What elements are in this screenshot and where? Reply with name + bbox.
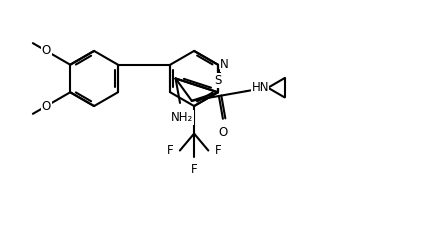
Text: F: F — [191, 163, 198, 176]
Text: S: S — [214, 74, 222, 87]
Text: F: F — [167, 144, 173, 157]
Text: HN: HN — [252, 81, 269, 94]
Text: O: O — [42, 100, 51, 113]
Text: F: F — [215, 144, 221, 157]
Text: NH₂: NH₂ — [171, 111, 194, 124]
Text: O: O — [218, 126, 227, 139]
Text: O: O — [42, 44, 51, 57]
Text: N: N — [220, 58, 229, 71]
